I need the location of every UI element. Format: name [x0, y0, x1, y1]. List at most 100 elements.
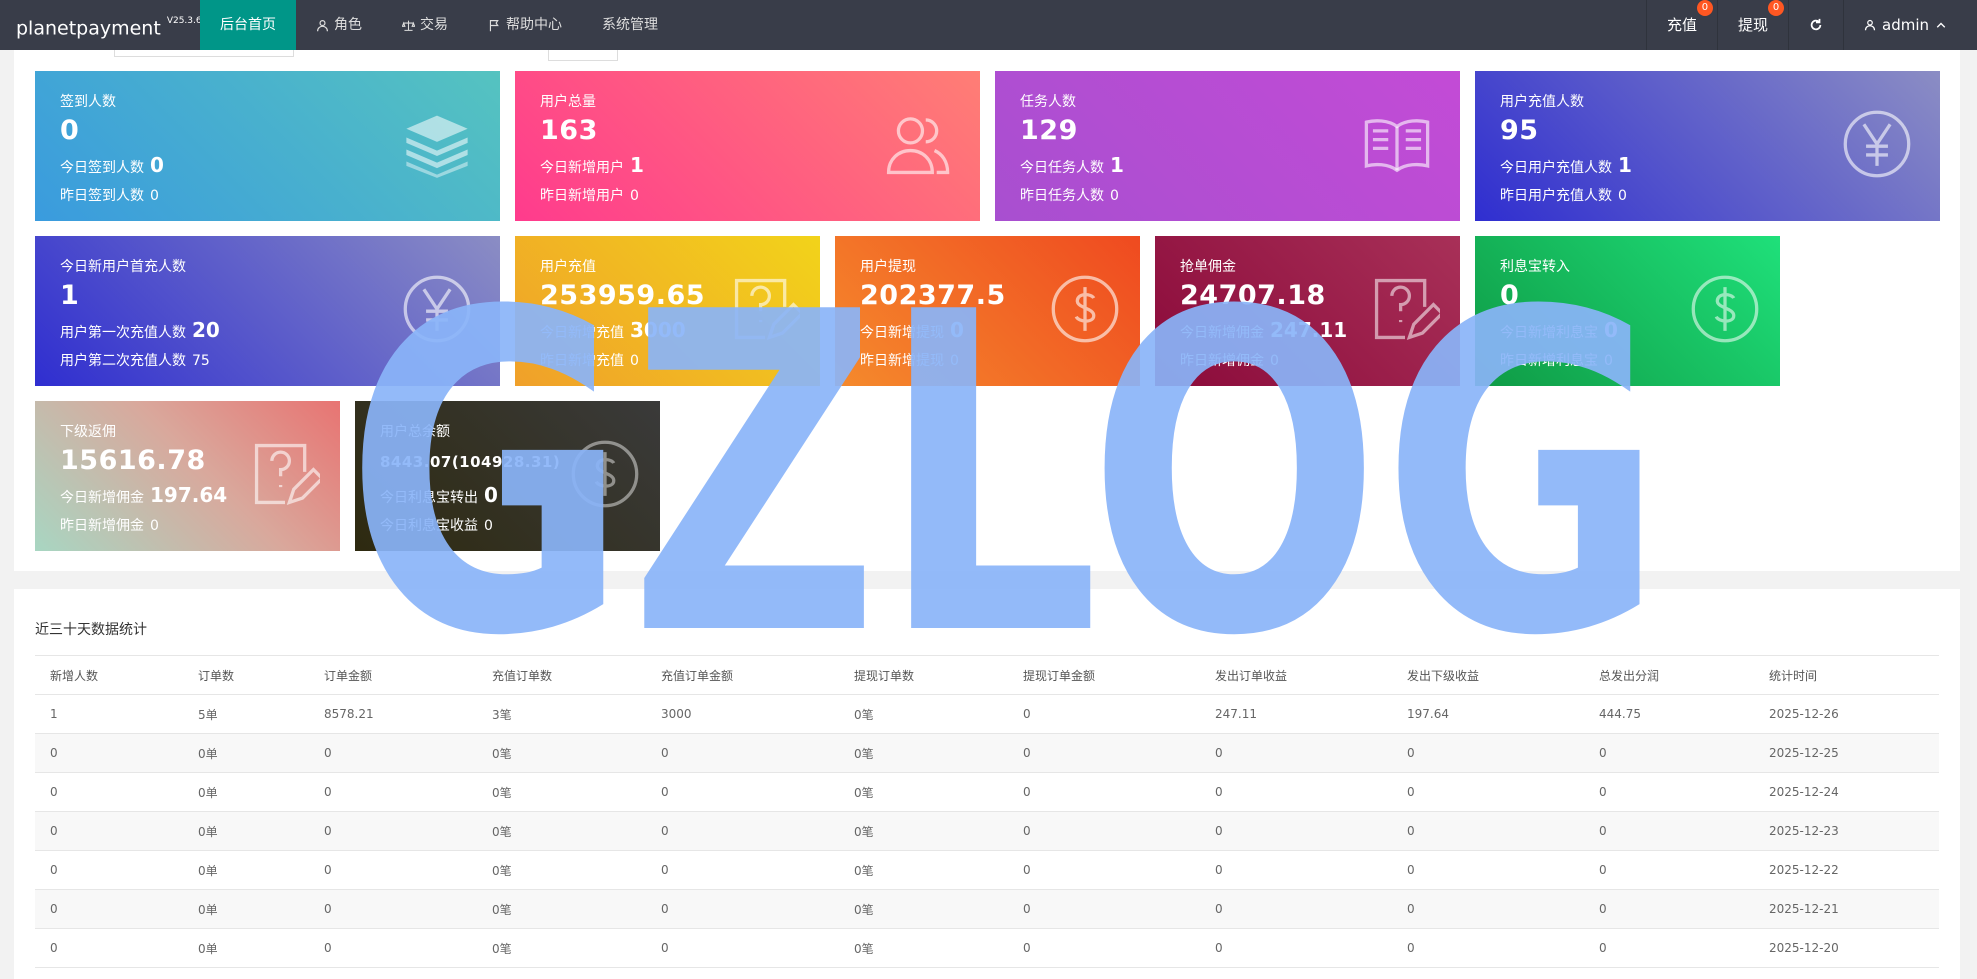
card-today: 今日新增充值 3000	[540, 318, 686, 342]
recharge-badge: 0	[1696, 0, 1713, 16]
main-nav: 后台首页 角色 交易 帮助中心 系统管理	[200, 0, 678, 50]
nav-item-trade[interactable]: 交易	[382, 0, 468, 50]
stats-table: 新增人数 订单数 订单金额 充值订单数 充值订单金额 提现订单数 提现订单金额 …	[35, 655, 1939, 968]
table-cell: 0	[646, 811, 839, 851]
user-icon	[1864, 19, 1876, 31]
card-today-label: 今日新增佣金	[1180, 325, 1264, 341]
card-value: 95	[1500, 115, 1539, 146]
search-button-peek[interactable]	[548, 50, 618, 61]
table-cell: 0	[309, 928, 477, 968]
table-cell: 0	[1584, 889, 1754, 929]
yen-icon	[403, 275, 471, 343]
card-today: 今日新增用户 1	[540, 153, 644, 177]
right-nav: 充值 0 提现 0 admin	[1645, 0, 1977, 50]
divider	[1843, 0, 1844, 50]
table-cell: 0	[1584, 928, 1754, 968]
search-field-peek[interactable]	[114, 50, 294, 57]
table-cell: 0	[646, 772, 839, 812]
question-edit-icon	[734, 278, 800, 341]
nav-item-label: 交易	[420, 17, 448, 33]
table-cell: 0笔	[477, 850, 646, 890]
card-yesterday-value: 0	[150, 188, 159, 204]
stats-title: 近三十天数据统计	[35, 622, 147, 638]
app-name: planetpayment	[16, 17, 161, 40]
table-cell: 0	[1392, 733, 1584, 773]
card-today: 今日任务人数 1	[1020, 153, 1124, 177]
card-yesterday: 昨日签到人数 0	[60, 185, 159, 205]
table-row: 1 5单 8578.21 3笔 3000 0笔 0 247.11 197.64 444.75 202…	[35, 694, 1939, 734]
card-value: 8443.07(104928.31)	[380, 453, 561, 471]
nav-item-home[interactable]: 后台首页	[200, 0, 296, 50]
card-today-label: 今日用户充值人数	[1500, 160, 1612, 176]
nav-item-label: 帮助中心	[506, 17, 562, 33]
card-yesterday-value: 0	[150, 518, 159, 534]
nav-item-label: 角色	[334, 17, 362, 33]
nav-item-help[interactable]: 帮助中心	[468, 0, 582, 50]
divider	[1716, 0, 1718, 50]
table-cell: 1	[35, 694, 183, 734]
card-yesterday-value: 0	[1618, 188, 1627, 204]
withdraw-button[interactable]: 提现 0	[1718, 0, 1788, 50]
col-recharge-amount: 充值订单金额	[646, 655, 839, 695]
table-header-row: 新增人数 订单数 订单金额 充值订单数 充值订单金额 提现订单数 提现订单金额 …	[35, 655, 1939, 695]
card-title: 用户充值	[540, 259, 596, 275]
table-cell: 0笔	[839, 694, 1008, 734]
card-interest-in: 利息宝转入 0 今日新增利息宝 0 昨日新增利息宝 0	[1475, 236, 1780, 386]
card-today-value: 197.64	[150, 483, 228, 507]
table-cell: 2025-12-25	[1754, 733, 1939, 773]
divider	[1788, 0, 1789, 50]
table-cell: 0单	[183, 811, 309, 851]
brand-logo[interactable]: planetpayment V25.3.6	[16, 0, 202, 50]
table-cell: 0	[1392, 811, 1584, 851]
card-yesterday-value: 0	[630, 353, 639, 369]
withdraw-badge: 0	[1768, 0, 1784, 16]
card-today-value: 0	[950, 318, 964, 342]
stats-cards-panel: 签到人数 0 今日签到人数 0 昨日签到人数 0 用户总量 163 今日新增用户 1 …	[14, 46, 1960, 571]
card-today-label: 今日任务人数	[1020, 160, 1104, 176]
nav-item-roles[interactable]: 角色	[296, 0, 382, 50]
table-cell: 0单	[183, 928, 309, 968]
table-cell: 0笔	[839, 733, 1008, 773]
card-yesterday-value: 0	[950, 353, 959, 369]
user-menu[interactable]: admin	[1844, 0, 1977, 50]
table-cell: 0笔	[839, 928, 1008, 968]
refresh-button[interactable]	[1789, 0, 1843, 50]
card-value: 0	[60, 115, 80, 146]
card-yesterday-label: 昨日用户充值人数	[1500, 188, 1612, 204]
table-cell: 0	[1392, 772, 1584, 812]
table-cell: 0单	[183, 733, 309, 773]
dollar-icon	[571, 440, 639, 508]
card-yesterday-value: 0	[1110, 188, 1119, 204]
card-today-value: 0	[484, 483, 498, 507]
table-cell: 0单	[183, 889, 309, 929]
table-cell: 0	[35, 928, 183, 968]
table-cell: 0	[1392, 928, 1584, 968]
card-yesterday: 昨日新增佣金 0	[60, 515, 159, 535]
table-cell: 0单	[183, 850, 309, 890]
nav-item-label: 后台首页	[220, 17, 276, 33]
table-cell: 0	[35, 811, 183, 851]
flag-icon	[489, 19, 499, 31]
table-cell: 0	[309, 772, 477, 812]
dollar-icon	[1051, 275, 1119, 343]
table-cell: 0单	[183, 772, 309, 812]
card-today: 今日用户充值人数 1	[1500, 153, 1632, 177]
table-cell: 0	[646, 850, 839, 890]
col-order-income: 发出订单收益	[1200, 655, 1392, 695]
chevron-up-icon	[1936, 22, 1946, 28]
table-row: 0 0单 0 0笔 0 0笔 0 0 0 0 2025-12-21	[35, 889, 1939, 929]
table-cell: 0笔	[839, 850, 1008, 890]
table-cell: 2025-12-21	[1754, 889, 1939, 929]
table-cell: 0	[35, 772, 183, 812]
card-yesterday-label: 昨日新增提现	[860, 353, 944, 369]
recharge-button[interactable]: 充值 0	[1647, 0, 1717, 50]
card-today-label: 今日新增利息宝	[1500, 325, 1598, 341]
table-cell: 0	[1584, 772, 1754, 812]
table-cell: 0笔	[477, 811, 646, 851]
card-yesterday: 昨日新增充值 0	[540, 350, 639, 370]
nav-item-system[interactable]: 系统管理	[582, 0, 678, 50]
table-cell: 0	[1584, 733, 1754, 773]
users-icon	[886, 117, 950, 175]
user-icon	[317, 19, 328, 31]
withdraw-label: 提现	[1737, 16, 1768, 34]
